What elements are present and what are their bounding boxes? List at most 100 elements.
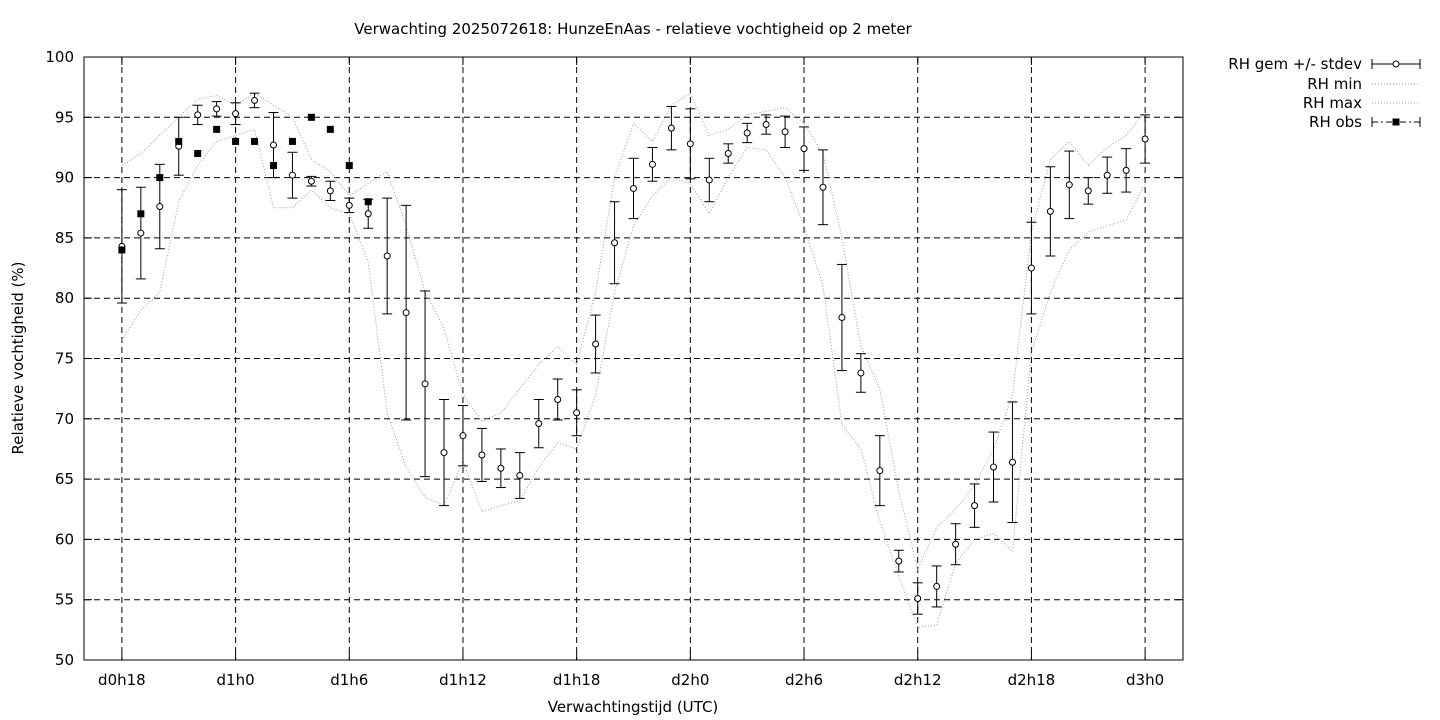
x-tick-label: d3h0 bbox=[1126, 671, 1164, 689]
x-axis-label: Verwachtingstijd (UTC) bbox=[548, 698, 719, 716]
mean-point bbox=[440, 449, 448, 457]
x-tick-label: d1h18 bbox=[553, 671, 601, 689]
mean-point bbox=[876, 467, 884, 475]
obs-point bbox=[118, 246, 126, 254]
mean-point bbox=[743, 129, 751, 137]
x-tick-label: d0h18 bbox=[98, 671, 146, 689]
obs-point bbox=[194, 149, 202, 157]
mean-point bbox=[857, 369, 865, 377]
obs-point bbox=[288, 137, 296, 145]
mean-point bbox=[611, 239, 619, 247]
mean-point bbox=[1084, 187, 1092, 195]
mean-point bbox=[667, 124, 675, 132]
y-tick-label: 75 bbox=[55, 350, 74, 368]
obs-point bbox=[175, 137, 183, 145]
obs-point bbox=[213, 125, 221, 133]
mean-point bbox=[137, 229, 145, 237]
x-tick-label: d2h12 bbox=[894, 671, 942, 689]
y-tick-label: 100 bbox=[45, 48, 74, 66]
mean-point bbox=[705, 176, 713, 184]
mean-point bbox=[194, 111, 202, 119]
obs-point bbox=[345, 162, 353, 170]
mean-point bbox=[1027, 264, 1035, 272]
mean-point bbox=[648, 160, 656, 168]
y-tick-label: 55 bbox=[55, 591, 74, 609]
mean-point bbox=[952, 540, 960, 548]
mean-point bbox=[971, 502, 979, 510]
mean-point bbox=[895, 557, 903, 565]
y-tick-label: 80 bbox=[55, 289, 74, 307]
mean-point bbox=[459, 432, 467, 440]
y-axis-label: Relatieve vochtigheid (%) bbox=[9, 261, 27, 454]
mean-point bbox=[478, 451, 486, 459]
obs-point bbox=[251, 137, 259, 145]
obs-point bbox=[156, 174, 164, 182]
mean-point bbox=[1008, 458, 1016, 466]
mean-point bbox=[781, 128, 789, 136]
mean-point bbox=[1046, 207, 1054, 215]
series-layer bbox=[116, 92, 1151, 628]
mean-point bbox=[364, 210, 372, 218]
grid-lines bbox=[84, 57, 1183, 660]
mean-point bbox=[213, 105, 221, 113]
obs-point bbox=[269, 162, 277, 170]
obs-point bbox=[232, 137, 240, 145]
mean-point bbox=[288, 171, 296, 179]
obs-point bbox=[137, 210, 145, 218]
y-tick-label: 60 bbox=[55, 530, 74, 548]
mean-point bbox=[383, 252, 391, 260]
x-tick-label: d2h0 bbox=[671, 671, 709, 689]
mean-point bbox=[592, 340, 600, 348]
mean-point bbox=[535, 420, 543, 428]
mean-point bbox=[326, 187, 334, 195]
legend-label: RH max bbox=[1303, 94, 1362, 112]
y-tick-label: 50 bbox=[55, 651, 74, 669]
mean-point bbox=[724, 149, 732, 157]
x-tick-label: d2h18 bbox=[1008, 671, 1056, 689]
mean-point bbox=[933, 582, 941, 590]
chart-title: Verwachting 2025072618: HunzeEnAas - rel… bbox=[354, 20, 912, 38]
mean-point bbox=[232, 110, 240, 118]
y-tick-label: 90 bbox=[55, 169, 74, 187]
mean-point bbox=[1103, 171, 1111, 179]
mean-point bbox=[156, 203, 164, 211]
obs-point bbox=[307, 113, 315, 121]
y-tick-label: 85 bbox=[55, 229, 74, 247]
x-tick-label: d1h0 bbox=[217, 671, 255, 689]
mean-point bbox=[914, 594, 922, 602]
mean-point bbox=[573, 409, 581, 417]
mean-point bbox=[990, 463, 998, 471]
mean-point bbox=[800, 145, 808, 153]
mean-point bbox=[819, 183, 827, 191]
mean-point bbox=[1122, 166, 1130, 174]
mean-point bbox=[1065, 181, 1073, 189]
x-tick-label: d1h12 bbox=[439, 671, 487, 689]
mean-point bbox=[307, 177, 315, 185]
mean-point bbox=[554, 396, 562, 404]
obs-point bbox=[364, 198, 372, 206]
mean-point bbox=[251, 96, 259, 104]
mean-point bbox=[630, 184, 637, 192]
mean-point bbox=[269, 141, 277, 149]
y-tick-label: 95 bbox=[55, 108, 74, 126]
mean-point bbox=[1141, 135, 1149, 143]
mean-point bbox=[421, 380, 429, 388]
legend-label: RH min bbox=[1307, 75, 1362, 93]
legend-label: RH gem +/- stdev bbox=[1228, 55, 1362, 73]
mean-point bbox=[516, 471, 524, 479]
mean-point bbox=[686, 140, 694, 148]
mean-point bbox=[402, 309, 410, 317]
x-tick-label: d2h6 bbox=[785, 671, 823, 689]
legend-obs-marker bbox=[1392, 118, 1400, 126]
mean-point bbox=[497, 464, 505, 472]
y-tick-label: 70 bbox=[55, 410, 74, 428]
mean-point bbox=[838, 313, 846, 321]
legend-mean-marker bbox=[1392, 60, 1400, 68]
legend-label: RH obs bbox=[1309, 113, 1362, 131]
mean-point bbox=[345, 201, 353, 209]
y-tick-label: 65 bbox=[55, 470, 74, 488]
obs-point bbox=[326, 125, 334, 133]
axes-layer: 50 55 60 65 70 75 80 85 90 95 100 d0h18 d1h0 d1h6 d1h1… bbox=[45, 48, 1183, 689]
